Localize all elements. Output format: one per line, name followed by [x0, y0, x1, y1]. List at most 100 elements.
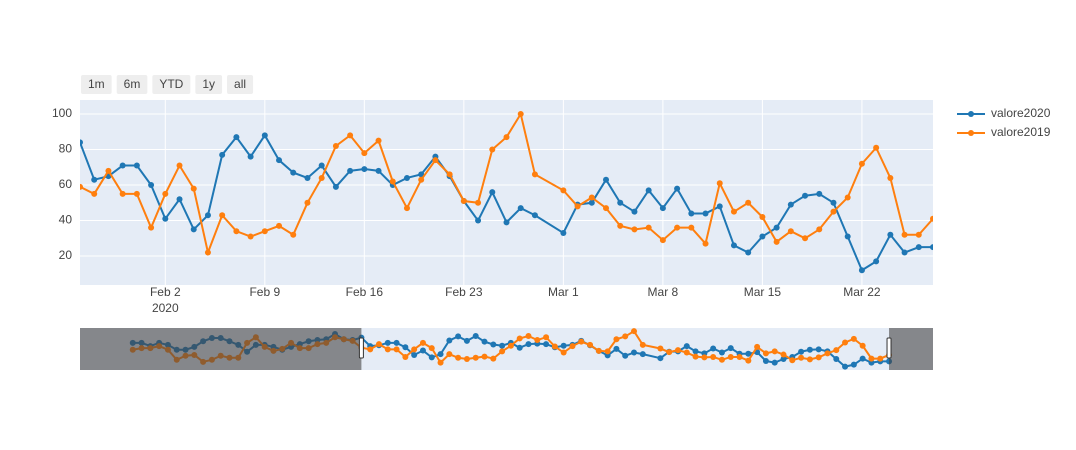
point: [842, 339, 849, 346]
point: [604, 348, 611, 355]
point: [901, 249, 908, 256]
point: [204, 212, 211, 219]
point: [859, 355, 866, 362]
y-tick-label: 100: [52, 106, 72, 120]
point: [915, 244, 922, 251]
range-button-bg[interactable]: [81, 75, 112, 94]
legend-label[interactable]: valore2020: [991, 106, 1051, 120]
point: [276, 222, 283, 229]
point: [745, 199, 752, 206]
point: [472, 333, 479, 340]
point: [507, 342, 514, 349]
range-button-label[interactable]: 1m: [88, 77, 105, 91]
point: [148, 224, 155, 231]
point: [503, 134, 510, 141]
point: [20, 147, 26, 153]
legend-label[interactable]: valore2019: [991, 125, 1051, 139]
point: [842, 363, 849, 370]
point: [569, 343, 576, 350]
point: [930, 215, 933, 222]
point: [745, 357, 752, 364]
point: [771, 359, 778, 366]
x-tick-label: Feb 23: [445, 285, 483, 299]
point: [432, 157, 439, 164]
point: [645, 224, 652, 231]
point: [815, 354, 822, 361]
point: [639, 341, 646, 348]
point: [659, 205, 666, 212]
range-button[interactable]: YTD: [152, 75, 191, 94]
point: [587, 341, 594, 348]
range-button[interactable]: 1y: [195, 75, 223, 94]
point: [428, 345, 435, 352]
point: [105, 167, 112, 174]
point: [574, 203, 581, 210]
point: [402, 344, 409, 351]
point: [543, 334, 550, 341]
point: [361, 150, 368, 157]
point: [411, 346, 418, 353]
point: [674, 224, 681, 231]
point: [393, 346, 400, 353]
point: [702, 240, 709, 247]
slider-handle[interactable]: [358, 337, 364, 359]
point: [806, 346, 813, 353]
range-button[interactable]: 1m: [81, 75, 112, 94]
point: [727, 345, 734, 352]
point: [692, 353, 699, 360]
point: [674, 347, 681, 354]
point: [304, 199, 311, 206]
point: [613, 345, 620, 352]
range-button-label[interactable]: YTD: [159, 77, 183, 91]
point: [824, 350, 831, 357]
legend-marker: [968, 111, 974, 117]
point: [688, 224, 695, 231]
range-button-bg[interactable]: [152, 75, 191, 94]
point: [91, 176, 98, 183]
point: [49, 147, 55, 153]
point: [762, 350, 769, 357]
point: [631, 226, 638, 233]
legend-marker: [968, 130, 974, 136]
point: [617, 222, 624, 229]
point: [119, 190, 126, 197]
point: [148, 182, 155, 189]
point: [332, 183, 339, 190]
point: [787, 228, 794, 235]
range-button-bg[interactable]: [195, 75, 223, 94]
point: [603, 176, 610, 183]
point: [622, 352, 629, 359]
point: [233, 228, 240, 235]
point: [802, 192, 809, 199]
y-tick-label: 40: [59, 213, 73, 227]
range-button-label[interactable]: 1y: [202, 77, 215, 91]
point: [560, 349, 567, 356]
range-button-label[interactable]: all: [234, 77, 246, 91]
point: [332, 142, 339, 149]
range-button-bg[interactable]: [116, 75, 148, 94]
point: [190, 226, 197, 233]
point: [490, 341, 497, 348]
range-button-bg[interactable]: [227, 75, 254, 94]
slider-handle[interactable]: [886, 337, 892, 359]
point: [219, 151, 226, 158]
point: [472, 354, 479, 361]
x-tick-label: Mar 8: [648, 285, 679, 299]
point: [463, 337, 470, 344]
point: [534, 337, 541, 344]
point: [481, 338, 488, 345]
point: [499, 348, 506, 355]
point: [347, 167, 354, 174]
point: [873, 144, 880, 151]
plot-background: [80, 100, 933, 285]
range-button-label[interactable]: 6m: [124, 77, 141, 91]
point: [361, 166, 368, 173]
point: [683, 349, 690, 356]
point: [190, 185, 197, 192]
point: [659, 237, 666, 244]
point: [437, 351, 444, 358]
range-button[interactable]: 6m: [116, 75, 148, 94]
range-button[interactable]: all: [227, 75, 254, 94]
point: [789, 357, 796, 364]
